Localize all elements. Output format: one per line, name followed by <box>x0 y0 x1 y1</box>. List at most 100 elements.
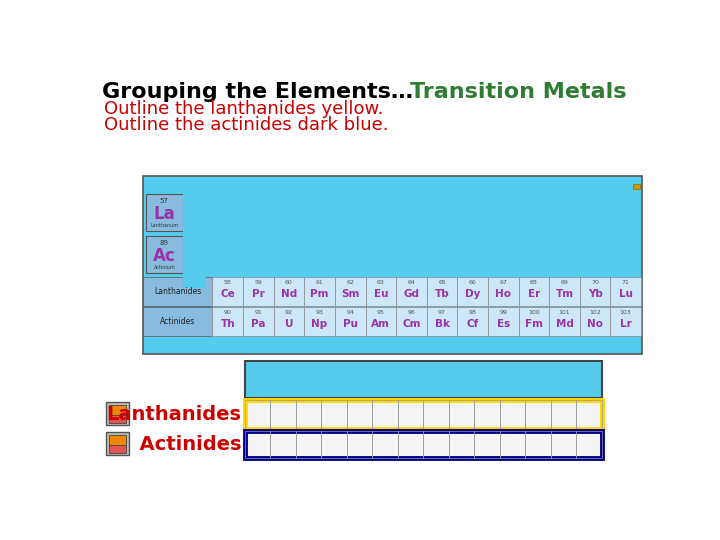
Bar <box>474 400 500 429</box>
Text: Grouping the Elements…: Grouping the Elements… <box>102 82 413 102</box>
Bar <box>245 400 271 429</box>
Bar <box>296 400 321 429</box>
Text: Actinium: Actinium <box>153 265 175 269</box>
Text: 102: 102 <box>589 309 601 315</box>
Text: No: No <box>587 319 603 329</box>
Polygon shape <box>183 194 206 288</box>
Bar <box>611 307 641 336</box>
Bar <box>576 430 601 457</box>
Bar <box>457 276 488 306</box>
Text: 61: 61 <box>315 280 323 285</box>
Text: Lr: Lr <box>620 319 631 329</box>
Text: 99: 99 <box>499 309 508 315</box>
Text: Lanthanides: Lanthanides <box>154 287 201 296</box>
Bar <box>551 400 576 429</box>
Text: 103: 103 <box>620 309 631 315</box>
Text: 59: 59 <box>254 280 262 285</box>
Bar <box>500 430 525 457</box>
Text: 100: 100 <box>528 309 540 315</box>
Text: 101: 101 <box>559 309 570 315</box>
Text: Ho: Ho <box>495 289 511 299</box>
Text: 94: 94 <box>346 309 354 315</box>
Text: U: U <box>284 319 293 329</box>
Bar <box>106 432 129 455</box>
Text: Sm: Sm <box>341 289 359 299</box>
Text: Md: Md <box>556 319 573 329</box>
Bar <box>457 307 488 336</box>
Bar <box>143 307 212 336</box>
Bar <box>243 307 274 336</box>
Bar <box>321 400 347 429</box>
Bar <box>335 307 366 336</box>
Bar <box>576 400 601 429</box>
Bar <box>525 430 551 457</box>
Text: Pm: Pm <box>310 289 329 299</box>
Bar <box>245 361 601 398</box>
Text: 67: 67 <box>500 280 507 285</box>
Text: Ac: Ac <box>153 247 176 265</box>
Bar <box>143 276 212 306</box>
Text: La: La <box>153 205 175 223</box>
Text: 69: 69 <box>561 280 568 285</box>
Bar <box>245 400 601 429</box>
Text: Transition Metals: Transition Metals <box>410 82 626 102</box>
Text: 58: 58 <box>224 280 232 285</box>
Text: 93: 93 <box>315 309 323 315</box>
Text: Actinides: Actinides <box>125 435 241 454</box>
Bar <box>145 194 183 231</box>
Text: Lanthanides: Lanthanides <box>106 405 241 424</box>
Bar <box>580 307 611 336</box>
Text: 95: 95 <box>377 309 384 315</box>
Bar <box>397 400 423 429</box>
Bar <box>397 430 423 457</box>
Bar <box>212 307 243 336</box>
Text: Np: Np <box>312 319 328 329</box>
Bar <box>423 430 449 457</box>
Bar <box>305 276 335 306</box>
Bar <box>518 307 549 336</box>
Bar <box>296 430 321 457</box>
Text: Am: Am <box>372 319 390 329</box>
Bar <box>580 276 611 306</box>
Text: 66: 66 <box>469 280 477 285</box>
Text: 98: 98 <box>469 309 477 315</box>
Bar <box>423 400 449 429</box>
Text: Fm: Fm <box>525 319 543 329</box>
Text: Cm: Cm <box>402 319 420 329</box>
Bar <box>245 430 601 457</box>
Bar <box>449 400 474 429</box>
Bar <box>109 405 126 417</box>
Bar <box>109 445 126 453</box>
Bar <box>109 435 126 447</box>
Text: 60: 60 <box>285 280 293 285</box>
Text: Actinides: Actinides <box>160 316 195 326</box>
Bar <box>500 400 525 429</box>
Text: Lu: Lu <box>618 289 633 299</box>
Text: 57: 57 <box>160 198 168 204</box>
Text: 63: 63 <box>377 280 384 285</box>
Text: 65: 65 <box>438 280 446 285</box>
Bar <box>427 307 457 336</box>
Bar <box>518 276 549 306</box>
Text: Eu: Eu <box>374 289 388 299</box>
Text: 70: 70 <box>591 280 599 285</box>
Bar <box>274 276 305 306</box>
Bar <box>109 415 126 423</box>
Text: 92: 92 <box>285 309 293 315</box>
Text: Bk: Bk <box>435 319 449 329</box>
Text: 71: 71 <box>622 280 630 285</box>
Text: 90: 90 <box>224 309 232 315</box>
Text: 97: 97 <box>438 309 446 315</box>
Bar <box>611 276 641 306</box>
Text: 91: 91 <box>254 309 262 315</box>
Text: Gd: Gd <box>403 289 420 299</box>
Text: 64: 64 <box>408 280 415 285</box>
Bar <box>145 236 183 273</box>
Bar <box>271 430 296 457</box>
Bar <box>243 276 274 306</box>
Text: Nd: Nd <box>281 289 297 299</box>
Text: Outline the actinides dark blue.: Outline the actinides dark blue. <box>104 116 389 133</box>
Text: Cf: Cf <box>467 319 479 329</box>
Bar <box>632 184 640 189</box>
Bar <box>347 400 372 429</box>
